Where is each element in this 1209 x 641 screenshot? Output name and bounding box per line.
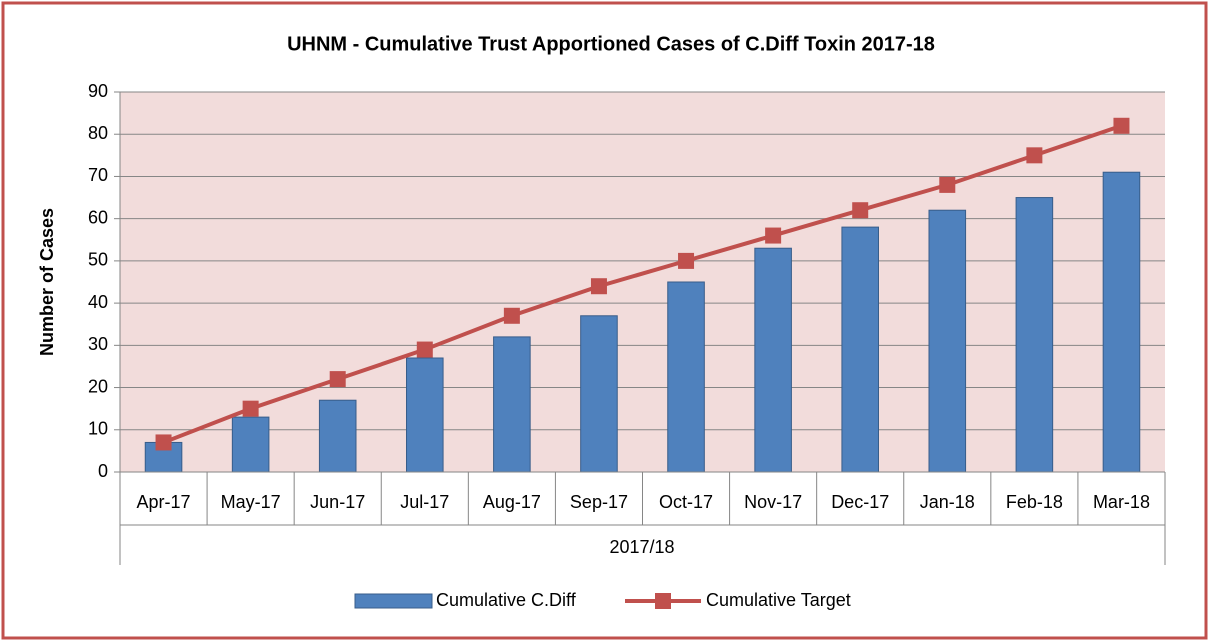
bar	[1102, 171, 1141, 473]
marker	[242, 400, 259, 417]
marker	[329, 371, 346, 388]
bar	[841, 226, 879, 473]
x-tick-label: Dec-17	[831, 492, 889, 512]
x-tick-label: Apr-17	[137, 492, 191, 512]
y-tick-label: 20	[88, 376, 108, 396]
x-tick-label: Mar-18	[1093, 492, 1150, 512]
x-group-label: 2017/18	[609, 537, 674, 557]
x-tick-label: Jul-17	[400, 492, 449, 512]
marker	[1026, 147, 1043, 164]
marker	[765, 227, 782, 244]
y-tick-label: 0	[98, 461, 108, 481]
marker	[155, 434, 172, 451]
y-tick-label: 50	[88, 250, 108, 270]
chart-title: UHNM - Cumulative Trust Apportioned Case…	[287, 33, 935, 55]
bar	[318, 399, 357, 473]
bar	[580, 315, 618, 473]
bar	[1015, 197, 1054, 473]
bar	[928, 209, 967, 473]
x-tick-label: Jun-17	[310, 492, 365, 512]
bar	[667, 281, 705, 473]
x-tick-label: Jan-18	[920, 492, 975, 512]
y-tick-label: 80	[88, 123, 108, 143]
x-tick-label: Aug-17	[483, 492, 541, 512]
y-tick-label: 30	[88, 334, 108, 354]
marker	[503, 307, 520, 324]
legend-swatch	[354, 593, 433, 609]
y-tick-label: 10	[88, 419, 108, 439]
legend-label: Cumulative C.Diff	[436, 590, 577, 610]
marker	[416, 341, 433, 358]
x-tick-label: May-17	[221, 492, 281, 512]
bar	[231, 416, 270, 473]
legend-label: Cumulative Target	[706, 590, 851, 610]
y-axis-label: Number of Cases	[37, 208, 57, 356]
x-tick-label: Nov-17	[744, 492, 802, 512]
marker	[590, 278, 607, 295]
x-tick-label: Oct-17	[659, 492, 713, 512]
x-tick-label: Feb-18	[1006, 492, 1063, 512]
legend-swatch	[655, 593, 671, 609]
y-tick-label: 40	[88, 292, 108, 312]
plot-area	[120, 92, 1165, 472]
y-tick-label: 60	[88, 207, 108, 227]
marker	[678, 252, 695, 269]
bar	[493, 336, 531, 473]
bar	[754, 247, 792, 473]
y-tick-label: 90	[88, 81, 108, 101]
y-tick-label: 70	[88, 165, 108, 185]
marker	[852, 202, 869, 219]
x-tick-label: Sep-17	[570, 492, 628, 512]
marker	[939, 176, 956, 193]
marker	[1113, 117, 1130, 134]
line	[162, 123, 1123, 445]
bar	[406, 357, 444, 473]
